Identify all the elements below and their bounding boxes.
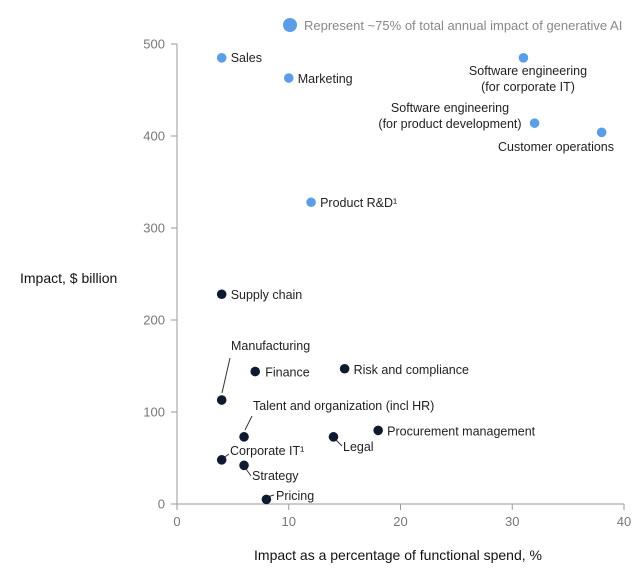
point-label: Manufacturing — [231, 339, 310, 353]
data-points — [216, 53, 607, 505]
y-axis-title: Impact, $ billion — [20, 270, 117, 286]
point-label-line: (for corporate IT) — [481, 80, 575, 94]
scatter-point — [216, 53, 227, 63]
x-tick-label: 30 — [505, 514, 519, 529]
y-tick-label: 0 — [158, 497, 165, 512]
x-tick-label: 0 — [173, 514, 180, 529]
scatter-point — [250, 366, 261, 377]
legend-marker — [283, 18, 297, 32]
tick-labels: 0 100 200 300 400 500 0 10 20 30 40 — [143, 37, 631, 530]
scatter-point — [216, 455, 227, 465]
x-tick-label: 10 — [282, 514, 296, 529]
scatter-point — [239, 460, 249, 471]
point-label: Software engineering (for product develop… — [378, 101, 521, 131]
point-label: Legal — [343, 440, 374, 454]
point-label: Finance — [265, 366, 310, 380]
scatter-point — [261, 494, 272, 505]
y-tick-label: 200 — [143, 313, 165, 328]
scatter-point — [239, 432, 249, 442]
scatter-point — [518, 53, 529, 63]
scatter-point — [339, 363, 350, 374]
point-label: Pricing — [276, 489, 314, 503]
y-tick-label: 500 — [143, 37, 165, 52]
scatter-point — [216, 289, 227, 300]
y-tick-label: 100 — [143, 405, 165, 420]
x-axis-title: Impact as a percentage of functional spe… — [254, 547, 542, 563]
leader-line — [221, 357, 231, 394]
point-label: Customer operations — [498, 140, 614, 154]
scatter-point — [328, 432, 339, 442]
leader-line — [335, 439, 343, 447]
point-label: Software engineering (for corporate IT) — [469, 64, 587, 94]
x-tick-label: 20 — [393, 514, 407, 529]
x-tick-label: 40 — [617, 514, 631, 529]
point-label: Risk and compliance — [354, 363, 469, 377]
point-label: Product R&D¹ — [320, 196, 397, 210]
leader-line — [245, 468, 252, 477]
scatter-point — [283, 73, 294, 83]
legend-label: Represent ~75% of total annual impact of… — [304, 18, 622, 33]
point-label: Supply chain — [231, 288, 303, 302]
point-label-line: Software engineering — [469, 64, 587, 78]
point-label: Procurement management — [387, 424, 536, 438]
point-label-line: (for product development) — [378, 117, 521, 131]
point-labels: Sales Marketing Software engineering (for c… — [230, 51, 614, 503]
point-label: Marketing — [298, 72, 353, 86]
scatter-point — [216, 395, 227, 405]
point-label: Corporate IT¹ — [230, 444, 304, 458]
axes — [171, 43, 625, 510]
scatter-point — [373, 425, 383, 436]
point-label: Talent and organization (incl HR) — [253, 399, 434, 413]
scatter-point — [306, 197, 316, 208]
scatter-point — [596, 127, 607, 138]
point-label: Sales — [231, 51, 262, 65]
point-label-line: Software engineering — [391, 101, 509, 115]
legend: Represent ~75% of total annual impact of… — [283, 18, 622, 33]
y-tick-label: 400 — [143, 129, 165, 144]
y-tick-label: 300 — [143, 221, 165, 236]
point-label: Strategy — [252, 469, 299, 483]
scatter-point — [529, 118, 540, 128]
leader-line — [244, 415, 253, 431]
